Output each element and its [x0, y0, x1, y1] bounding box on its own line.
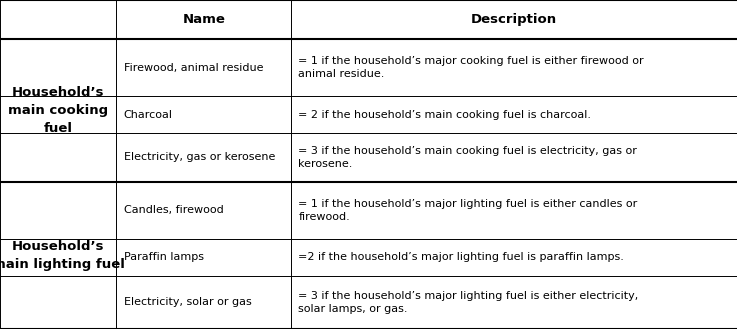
Text: Candles, firewood: Candles, firewood	[124, 205, 223, 215]
Text: =2 if the household’s major lighting fuel is paraffin lamps.: =2 if the household’s major lighting fue…	[298, 252, 624, 263]
Text: Electricity, gas or kerosene: Electricity, gas or kerosene	[124, 152, 275, 162]
Text: = 3 if the household’s major lighting fuel is either electricity,
solar lamps, o: = 3 if the household’s major lighting fu…	[298, 291, 639, 314]
Text: Paraffin lamps: Paraffin lamps	[124, 252, 204, 263]
Text: Charcoal: Charcoal	[124, 110, 172, 119]
Text: = 1 if the household’s major cooking fuel is either firewood or
animal residue.: = 1 if the household’s major cooking fue…	[298, 56, 644, 79]
Text: Firewood, animal residue: Firewood, animal residue	[124, 63, 263, 73]
Text: Household’s
main cooking
fuel: Household’s main cooking fuel	[8, 86, 108, 135]
Text: = 3 if the household’s main cooking fuel is electricity, gas or
kerosene.: = 3 if the household’s main cooking fuel…	[298, 146, 638, 169]
Text: = 1 if the household’s major lighting fuel is either candles or
firewood.: = 1 if the household’s major lighting fu…	[298, 199, 638, 222]
Text: Household’s
main lighting fuel: Household’s main lighting fuel	[0, 240, 125, 271]
Text: Name: Name	[182, 13, 226, 26]
Text: = 2 if the household’s main cooking fuel is charcoal.: = 2 if the household’s main cooking fuel…	[298, 110, 592, 119]
Text: Electricity, solar or gas: Electricity, solar or gas	[124, 297, 251, 307]
Text: Description: Description	[471, 13, 557, 26]
